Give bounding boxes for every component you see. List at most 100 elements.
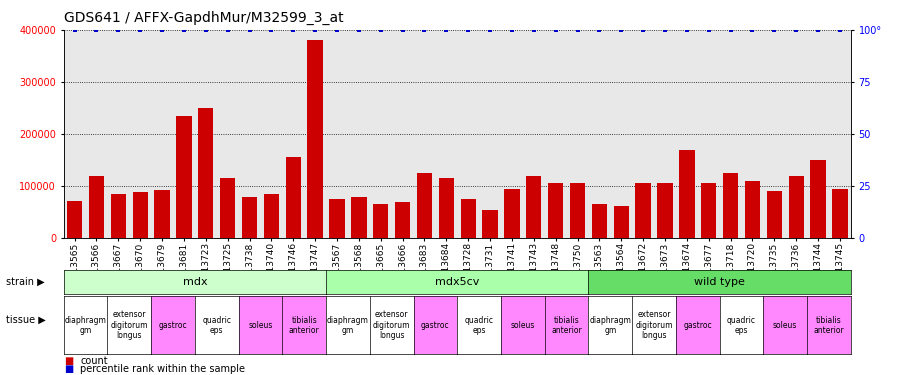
Point: [286, 27, 300, 33]
Text: soleus: soleus: [511, 321, 535, 330]
Bar: [657, 183, 672, 238]
Bar: [198, 108, 214, 238]
Point: [680, 27, 694, 33]
Text: tibialis
anterior: tibialis anterior: [551, 316, 582, 335]
Bar: [373, 204, 389, 238]
Bar: [592, 204, 607, 238]
Point: [242, 27, 257, 33]
Bar: [701, 183, 716, 238]
Text: strain ▶: strain ▶: [6, 277, 45, 287]
Point: [373, 27, 388, 33]
Text: ■: ■: [64, 364, 73, 374]
Point: [614, 27, 629, 33]
Bar: [133, 192, 148, 238]
Point: [177, 27, 191, 33]
Bar: [264, 194, 279, 238]
Text: extensor
digitorum
longus: extensor digitorum longus: [110, 310, 148, 340]
Point: [89, 27, 104, 33]
Text: gastroc: gastroc: [683, 321, 713, 330]
Bar: [351, 196, 367, 238]
Text: diaphragm
gm: diaphragm gm: [590, 316, 632, 335]
Point: [483, 27, 498, 33]
Text: soleus: soleus: [774, 321, 797, 330]
Bar: [789, 176, 804, 238]
Text: count: count: [80, 356, 107, 366]
Bar: [439, 178, 454, 238]
Point: [767, 27, 782, 33]
Point: [395, 27, 410, 33]
Bar: [220, 178, 236, 238]
Bar: [395, 202, 410, 238]
Point: [111, 27, 126, 33]
Bar: [548, 183, 563, 238]
Text: gastroc: gastroc: [421, 321, 450, 330]
Text: tibialis
anterior: tibialis anterior: [814, 316, 844, 335]
Bar: [329, 199, 345, 238]
Bar: [242, 196, 258, 238]
Point: [723, 27, 738, 33]
Text: gastroc: gastroc: [158, 321, 187, 330]
Bar: [308, 40, 323, 238]
Point: [220, 27, 235, 33]
Point: [133, 27, 147, 33]
Text: mdx5cv: mdx5cv: [435, 277, 480, 287]
Point: [527, 27, 541, 33]
Text: mdx: mdx: [183, 277, 207, 287]
Text: soleus: soleus: [248, 321, 273, 330]
Point: [155, 27, 169, 33]
Bar: [155, 190, 170, 238]
Bar: [723, 173, 738, 238]
Bar: [570, 183, 585, 238]
Text: extensor
digitorum
longus: extensor digitorum longus: [373, 310, 410, 340]
Point: [833, 27, 847, 33]
Bar: [482, 210, 498, 238]
Text: diaphragm
gm: diaphragm gm: [327, 316, 369, 335]
Bar: [811, 160, 825, 238]
Bar: [177, 116, 192, 238]
Point: [789, 27, 804, 33]
Point: [636, 27, 651, 33]
Point: [417, 27, 431, 33]
Bar: [460, 199, 476, 238]
Text: quadric
eps: quadric eps: [202, 316, 231, 335]
Bar: [613, 206, 629, 238]
Point: [198, 27, 213, 33]
Point: [571, 27, 585, 33]
Point: [439, 27, 453, 33]
Point: [461, 27, 476, 33]
Bar: [286, 158, 301, 238]
Bar: [89, 176, 104, 238]
Point: [351, 27, 366, 33]
Text: wild type: wild type: [694, 277, 745, 287]
Bar: [679, 150, 694, 238]
Text: quadric
eps: quadric eps: [727, 316, 756, 335]
Point: [811, 27, 825, 33]
Bar: [417, 173, 432, 238]
Bar: [526, 176, 541, 238]
Bar: [744, 181, 760, 238]
Bar: [504, 189, 520, 238]
Text: tissue ▶: tissue ▶: [6, 315, 46, 324]
Point: [592, 27, 607, 33]
Text: GDS641 / AFFX-GapdhMur/M32599_3_at: GDS641 / AFFX-GapdhMur/M32599_3_at: [64, 11, 343, 26]
Text: diaphragm
gm: diaphragm gm: [65, 316, 106, 335]
Bar: [833, 189, 847, 238]
Bar: [766, 191, 782, 238]
Point: [308, 27, 322, 33]
Point: [702, 27, 716, 33]
Text: extensor
digitorum
longus: extensor digitorum longus: [635, 310, 672, 340]
Text: ■: ■: [64, 356, 73, 366]
Text: quadric
eps: quadric eps: [465, 316, 493, 335]
Text: tibialis
anterior: tibialis anterior: [288, 316, 319, 335]
Point: [505, 27, 520, 33]
Point: [264, 27, 278, 33]
Bar: [111, 194, 126, 238]
Point: [549, 27, 563, 33]
Bar: [67, 201, 82, 238]
Point: [658, 27, 672, 33]
Point: [67, 27, 82, 33]
Bar: [635, 183, 651, 238]
Text: percentile rank within the sample: percentile rank within the sample: [80, 364, 245, 374]
Point: [745, 27, 760, 33]
Point: [329, 27, 344, 33]
